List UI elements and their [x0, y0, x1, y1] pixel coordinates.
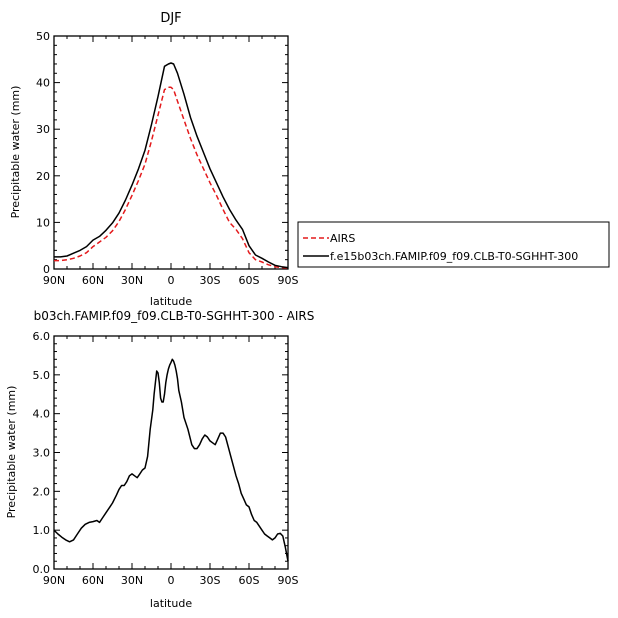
y-tick-label: 2.0 [33, 485, 51, 498]
x-tick-label: 60N [82, 574, 104, 587]
chart-top-ticks: 90N 60N 30N 0 30S 60S 90S 0 10 20 30 40 50 [36, 30, 299, 287]
x-tick-label: 30N [121, 274, 143, 287]
chart-bottom-lines [53, 358, 289, 562]
chart-top-x-axis-label: latitude [150, 295, 192, 308]
chart-bottom-plot-frame [53, 335, 289, 570]
chart-bottom-x-axis-label: latitude [150, 597, 192, 610]
y-tick-label: 1.0 [33, 524, 51, 537]
chart-top-plot-frame [53, 35, 289, 270]
chart-top: DJF Precipitable water (mm) latitude 90N… [9, 11, 299, 308]
legend-label-model: f.e15b03ch.FAMIP.f09_f09.CLB-T0-SGHHT-30… [330, 250, 578, 263]
chart-bottom-series-line-0 [53, 358, 289, 562]
y-tick-label: 5.0 [33, 369, 51, 382]
x-tick-label: 60N [82, 274, 104, 287]
y-tick-label: 40 [36, 77, 50, 90]
x-tick-label: 90S [278, 274, 299, 287]
chart-bottom-y-axis-label: Precipitable water (mm) [5, 386, 18, 519]
y-tick-label: 50 [36, 30, 50, 43]
x-tick-label: 90S [278, 574, 299, 587]
y-tick-label: 30 [36, 123, 50, 136]
x-tick-label: 90N [43, 274, 65, 287]
chart-bottom-title: b03ch.FAMIP.f09_f09.CLB-T0-SGHHT-300 - A… [34, 309, 315, 323]
y-tick-label: 20 [36, 170, 50, 183]
legend-box [297, 221, 610, 268]
x-tick-label: 90N [43, 574, 65, 587]
x-tick-label: 30N [121, 574, 143, 587]
y-tick-label: 3.0 [33, 447, 51, 460]
y-tick-label: 10 [36, 216, 50, 229]
x-tick-label: 60S [239, 274, 260, 287]
chart-bottom-ticks: 90N 60N 30N 0 30S 60S 90S 0.0 1.0 2.0 3.0 4.0 5.0 6.0 [33, 330, 299, 587]
y-tick-label: 0.0 [33, 563, 51, 576]
x-tick-label: 0 [168, 574, 175, 587]
x-tick-label: 30S [200, 574, 221, 587]
x-tick-label: 60S [239, 574, 260, 587]
chart-top-series-line-0 [54, 86, 289, 269]
y-tick-label: 0 [43, 263, 50, 276]
chart-bottom: b03ch.FAMIP.f09_f09.CLB-T0-SGHHT-300 - A… [5, 309, 314, 610]
chart-top-series-line-1 [54, 62, 289, 269]
legend: AIRS f.e15b03ch.FAMIP.f09_f09.CLB-T0-SGH… [297, 221, 610, 268]
chart-top-title: DJF [160, 11, 181, 26]
x-tick-label: 30S [200, 274, 221, 287]
y-tick-label: 6.0 [33, 330, 51, 343]
chart-top-lines [54, 62, 289, 269]
y-tick-label: 4.0 [33, 408, 51, 421]
legend-label-airs: AIRS [330, 232, 355, 245]
chart-top-y-axis-label: Precipitable water (mm) [9, 86, 22, 219]
x-tick-label: 0 [168, 274, 175, 287]
